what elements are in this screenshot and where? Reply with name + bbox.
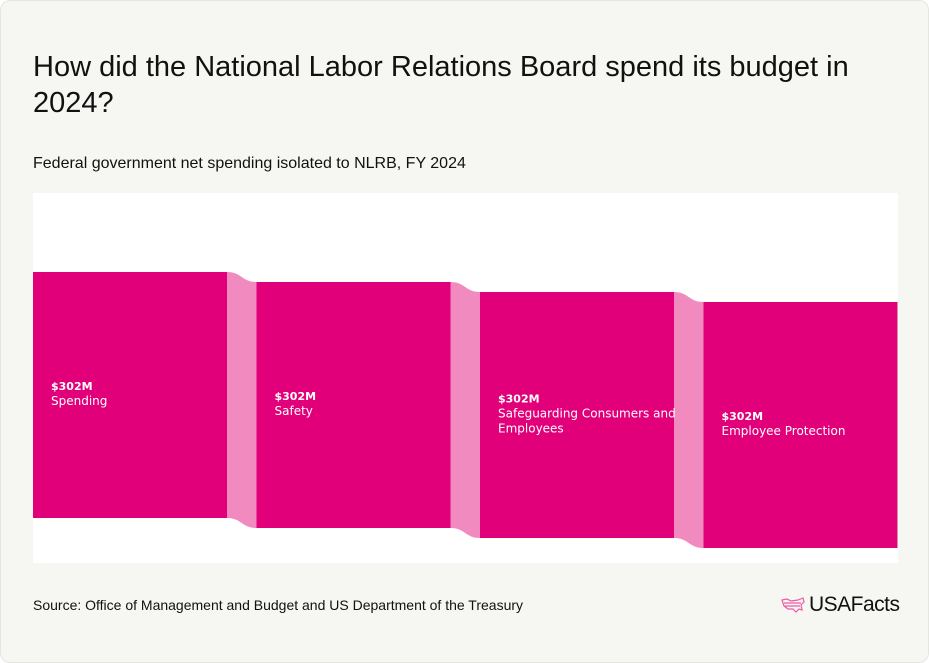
sankey-link-0	[227, 272, 257, 528]
node-name-label: Spending	[51, 394, 107, 408]
node-name-label: Safety	[275, 404, 313, 418]
sankey-node-2	[480, 292, 674, 538]
sankey-node-1	[256, 282, 451, 528]
node-name-label: Safeguarding Consumers and	[498, 407, 676, 421]
sankey-link-2	[674, 292, 704, 548]
source-note: Source: Office of Management and Budget …	[33, 597, 524, 613]
chart-subtitle: Federal government net spending isolated…	[33, 155, 466, 172]
sankey-link-1	[450, 282, 480, 538]
usafacts-logo[interactable]: USAFacts	[781, 593, 900, 617]
node-value-label: $302M	[51, 380, 93, 393]
sankey-node-3	[703, 302, 898, 548]
node-name-label: Employee Protection	[722, 424, 846, 438]
node-value-label: $302M	[722, 410, 764, 423]
chart-title: How did the National Labor Relations Boa…	[33, 51, 849, 119]
node-name-label: Employees	[498, 422, 564, 436]
us-map-icon	[781, 597, 805, 613]
sankey-node-0	[33, 272, 227, 518]
logo-text: USAFacts	[809, 593, 900, 616]
node-value-label: $302M	[275, 390, 317, 403]
node-value-label: $302M	[498, 393, 540, 406]
